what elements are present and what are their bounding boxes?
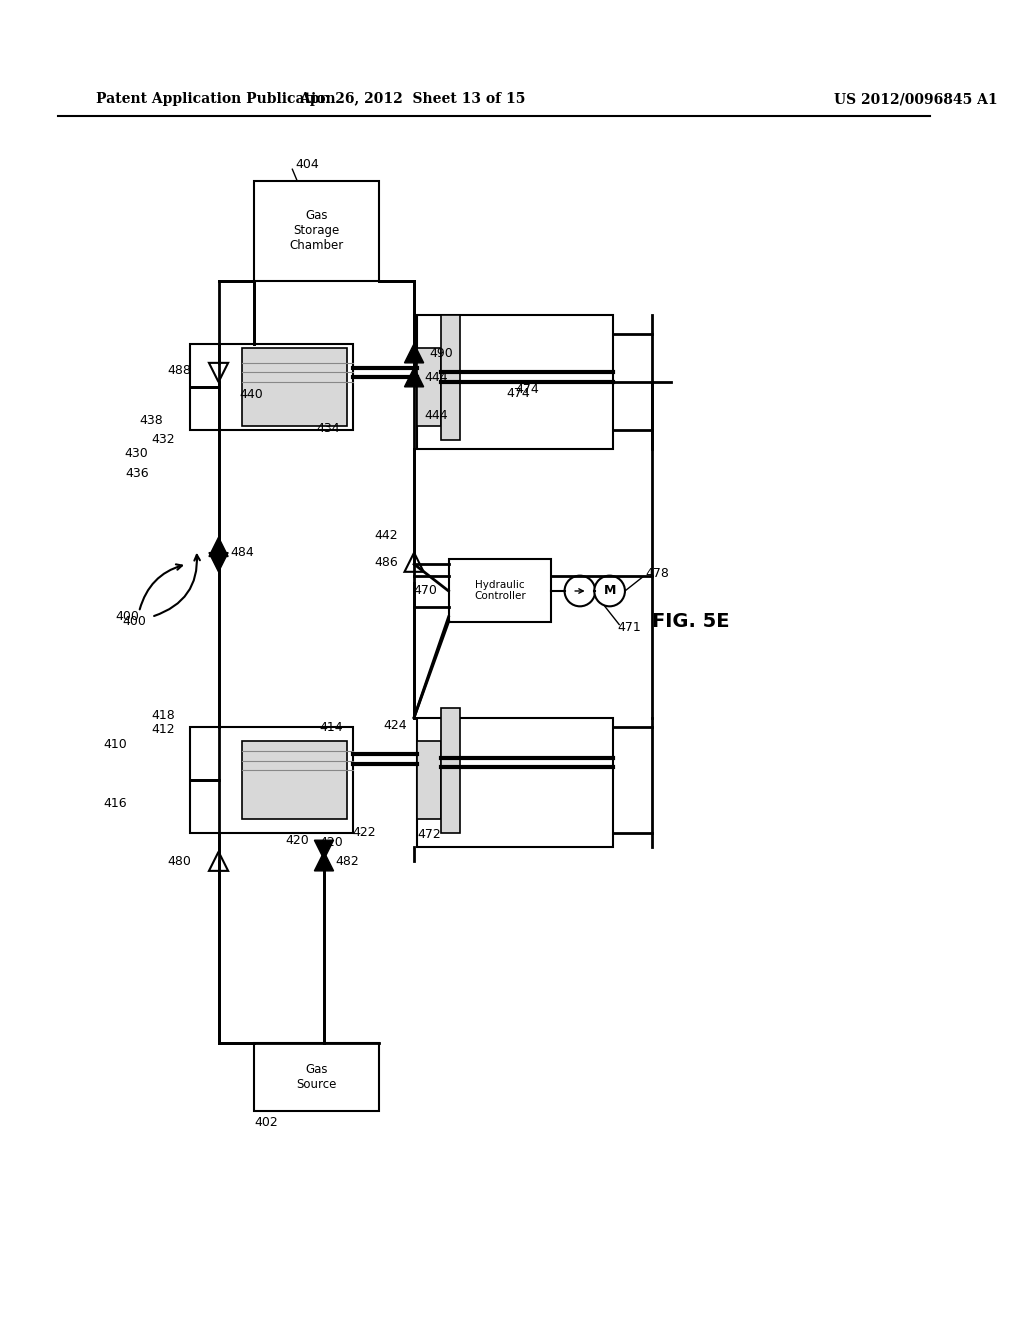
FancyBboxPatch shape xyxy=(449,560,551,622)
Text: 404: 404 xyxy=(295,158,318,172)
Circle shape xyxy=(594,576,625,606)
Text: US 2012/0096845 A1: US 2012/0096845 A1 xyxy=(834,92,997,107)
Text: Gas
Source: Gas Source xyxy=(296,1063,337,1090)
FancyBboxPatch shape xyxy=(441,315,460,440)
Text: 416: 416 xyxy=(103,797,127,810)
Text: 410: 410 xyxy=(103,738,127,751)
Polygon shape xyxy=(209,537,228,557)
FancyBboxPatch shape xyxy=(254,181,379,281)
Text: 480: 480 xyxy=(168,855,191,867)
Text: 444: 444 xyxy=(425,371,449,384)
Text: 474: 474 xyxy=(506,387,529,400)
Text: Apr. 26, 2012  Sheet 13 of 15: Apr. 26, 2012 Sheet 13 of 15 xyxy=(299,92,525,107)
FancyBboxPatch shape xyxy=(254,1043,379,1110)
Text: 470: 470 xyxy=(414,583,437,597)
Text: M: M xyxy=(603,585,615,598)
Polygon shape xyxy=(314,841,334,859)
Text: 478: 478 xyxy=(645,568,669,581)
FancyBboxPatch shape xyxy=(189,343,352,430)
Text: Hydraulic
Controller: Hydraulic Controller xyxy=(474,579,525,602)
Text: 430: 430 xyxy=(125,447,148,461)
Text: 444: 444 xyxy=(425,409,449,422)
FancyBboxPatch shape xyxy=(417,741,441,820)
Text: 400: 400 xyxy=(123,615,146,628)
Text: 484: 484 xyxy=(230,546,254,560)
Polygon shape xyxy=(404,553,424,572)
Text: 490: 490 xyxy=(429,347,454,360)
Text: 418: 418 xyxy=(152,709,175,722)
Polygon shape xyxy=(209,851,228,871)
Text: 412: 412 xyxy=(152,723,175,737)
Text: FIG. 5E: FIG. 5E xyxy=(652,612,729,631)
FancyBboxPatch shape xyxy=(189,727,352,833)
Text: 420: 420 xyxy=(319,836,343,849)
Polygon shape xyxy=(209,553,228,572)
Text: 488: 488 xyxy=(168,364,191,378)
Text: 432: 432 xyxy=(152,433,175,446)
Text: 400: 400 xyxy=(115,610,139,623)
Text: 442: 442 xyxy=(374,529,397,543)
Text: 436: 436 xyxy=(125,466,148,479)
Text: 474: 474 xyxy=(516,383,540,396)
FancyBboxPatch shape xyxy=(417,347,441,426)
FancyBboxPatch shape xyxy=(441,708,460,833)
Polygon shape xyxy=(404,343,424,363)
Polygon shape xyxy=(404,368,424,387)
FancyBboxPatch shape xyxy=(417,315,613,449)
Text: 402: 402 xyxy=(254,1117,278,1130)
FancyBboxPatch shape xyxy=(417,718,613,847)
Text: 482: 482 xyxy=(336,855,359,867)
Circle shape xyxy=(564,576,595,606)
Text: 420: 420 xyxy=(286,834,309,846)
Text: 422: 422 xyxy=(352,826,377,840)
FancyBboxPatch shape xyxy=(242,741,347,820)
Text: 440: 440 xyxy=(240,388,263,401)
Text: 424: 424 xyxy=(383,718,407,731)
Text: 434: 434 xyxy=(316,421,340,434)
Text: 472: 472 xyxy=(417,828,440,841)
Text: 438: 438 xyxy=(139,414,163,426)
Text: 414: 414 xyxy=(319,721,343,734)
Text: 471: 471 xyxy=(617,620,641,634)
Text: Patent Application Publication: Patent Application Publication xyxy=(96,92,336,107)
Text: Gas
Storage
Chamber: Gas Storage Chamber xyxy=(289,209,343,252)
Polygon shape xyxy=(209,363,228,381)
FancyBboxPatch shape xyxy=(242,347,347,426)
Text: 486: 486 xyxy=(374,556,397,569)
Polygon shape xyxy=(314,851,334,871)
